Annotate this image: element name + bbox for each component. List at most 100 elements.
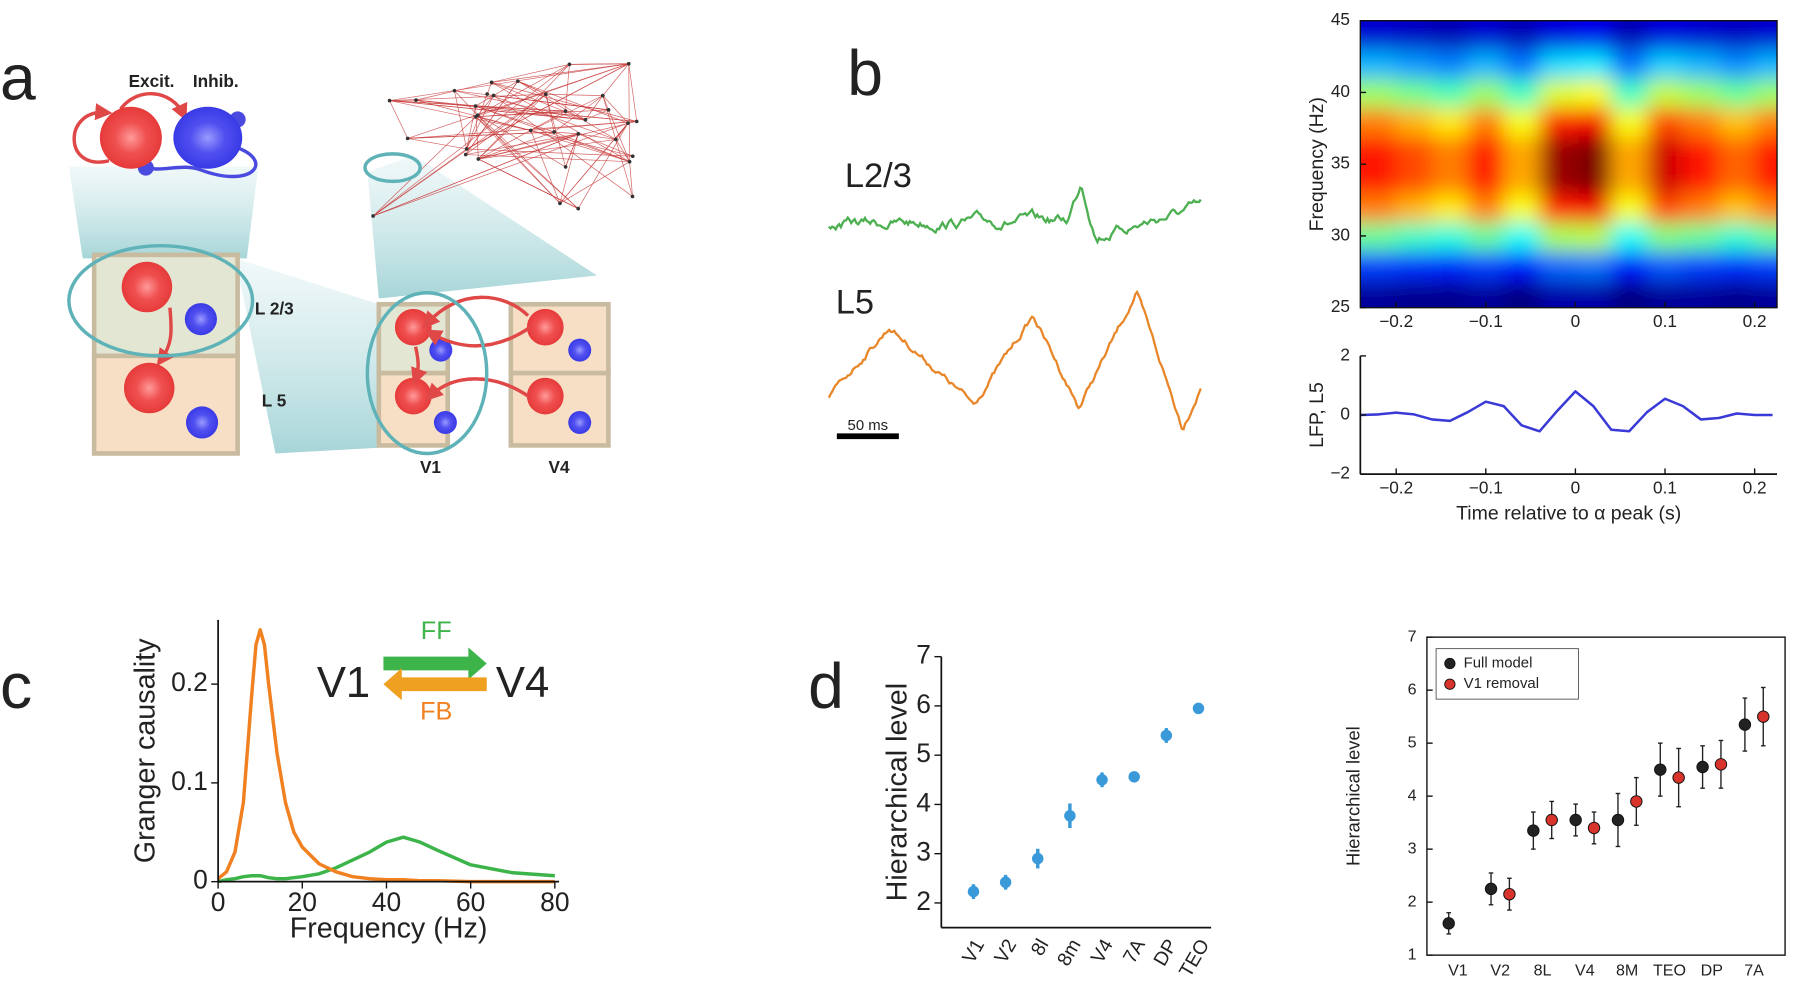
network-edge	[530, 95, 603, 131]
dot	[1442, 917, 1455, 930]
y-tick-label: 6	[1408, 680, 1417, 698]
heat-cell	[1503, 250, 1541, 281]
excitatory-cell	[394, 308, 432, 346]
network-node	[606, 108, 611, 112]
heat-cell	[1503, 221, 1541, 252]
heat-cell	[1360, 135, 1398, 166]
y-tick-label: 7	[916, 640, 931, 670]
network-edge	[628, 63, 630, 162]
inhibitory-cell	[185, 406, 219, 439]
series-label: FB	[420, 698, 452, 726]
series-label: FF	[421, 617, 452, 645]
panel-label: a	[0, 42, 36, 114]
heat-cell	[1611, 20, 1649, 51]
heat-cell	[1754, 49, 1778, 80]
inhibitory-cell	[173, 106, 243, 169]
heat-cell	[1611, 192, 1649, 223]
y-tick-label: 30	[1331, 224, 1350, 244]
network-edge	[545, 93, 603, 96]
y-tick-label: 40	[1331, 81, 1350, 101]
x-tick-label: 20	[288, 887, 317, 917]
network-node	[516, 79, 520, 84]
x-tick-label: TEO	[1653, 961, 1686, 979]
x-tick-label: 40	[372, 887, 401, 917]
network-edge	[585, 95, 604, 120]
heat-cell	[1503, 20, 1541, 51]
heat-cell	[1611, 49, 1649, 80]
network-edge	[478, 139, 616, 160]
network-edge	[553, 95, 604, 133]
heat-cell	[1718, 278, 1756, 308]
network-edge	[475, 105, 630, 163]
x-tick-label: V4	[1575, 961, 1595, 979]
heat-cell	[1611, 278, 1649, 308]
heatmap-cells	[1360, 20, 1778, 308]
network-node	[600, 93, 605, 98]
network-node	[634, 119, 639, 124]
heat-cell	[1611, 78, 1649, 108]
arrow	[119, 92, 188, 122]
network-edge	[478, 110, 566, 160]
heat-cell	[1396, 135, 1434, 166]
line	[217, 628, 555, 884]
dot	[1714, 758, 1728, 771]
network-edge	[475, 116, 561, 204]
heat-cell	[1432, 278, 1470, 308]
inhibitory-cell	[568, 410, 592, 434]
heat-cell	[1360, 20, 1398, 51]
y-tick-label: 25	[1331, 296, 1350, 316]
scale-bar-label: 50 ms	[848, 417, 889, 434]
heat-cell	[1503, 49, 1541, 80]
network-node	[489, 80, 494, 85]
y-tick-label: 35	[1331, 153, 1350, 173]
heat-cell	[1539, 49, 1577, 80]
network-node	[567, 62, 572, 67]
heat-cell	[1432, 192, 1470, 223]
heat-cell	[1647, 78, 1685, 108]
heat-cell	[1539, 164, 1577, 195]
network-node	[473, 104, 478, 108]
heat-cell	[1467, 221, 1505, 252]
heat-cell	[1575, 278, 1613, 308]
network-edge	[475, 80, 519, 107]
network-node	[485, 92, 490, 96]
x-axis-label: Frequency (Hz)	[290, 912, 488, 944]
network-edge	[559, 133, 579, 204]
network-edge	[559, 122, 629, 204]
network-edge	[517, 80, 546, 95]
heat-cell	[1467, 164, 1505, 195]
network-node	[563, 109, 568, 113]
heat-cell	[1539, 192, 1577, 223]
heat-cell	[1360, 106, 1398, 137]
y-tick-label: 3	[1408, 839, 1417, 857]
heat-cell	[1539, 78, 1577, 108]
heat-cell	[1575, 135, 1613, 166]
arrow	[146, 145, 258, 179]
network-edge	[493, 95, 633, 197]
heat-cell	[1682, 20, 1720, 51]
heat-cell	[1647, 164, 1685, 195]
network-edge	[407, 138, 467, 150]
network-edge	[372, 122, 629, 217]
heat-cell	[1467, 135, 1505, 166]
network-edge	[569, 63, 629, 65]
network-edge	[475, 105, 637, 122]
x-tick-label: 8m	[1053, 935, 1086, 969]
x-tick-label: −0.1	[1469, 477, 1503, 497]
network-node	[630, 194, 635, 199]
heat-cell	[1718, 135, 1756, 166]
heat-cell	[1754, 221, 1778, 252]
arrow	[411, 346, 428, 386]
heat-cell	[1754, 78, 1778, 108]
heat-cell	[1432, 164, 1470, 195]
dot	[1587, 821, 1601, 835]
heat-cell	[1682, 221, 1720, 252]
arrow	[422, 295, 530, 329]
heat-cell	[1682, 78, 1720, 108]
heat-cell	[1647, 106, 1685, 137]
heat-cell	[1754, 20, 1778, 51]
network-edge	[466, 95, 494, 150]
heat-cell	[1754, 192, 1778, 223]
heat-cell	[1467, 49, 1505, 80]
